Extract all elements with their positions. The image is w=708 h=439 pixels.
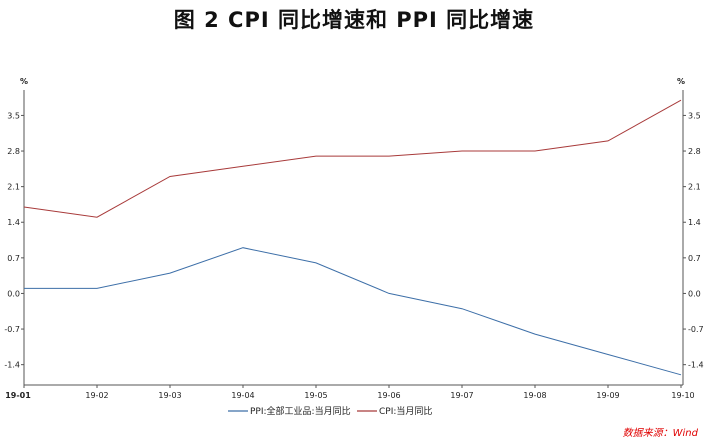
y-tick-label-right: 0.7 (688, 254, 701, 263)
x-tick-label: 19-07 (450, 391, 473, 400)
y-tick-label-left: 3.5 (7, 111, 20, 120)
x-tick-label: 19-04 (231, 391, 254, 400)
data-source: 数据来源：Wind (622, 428, 698, 439)
x-tick-label: 19-03 (158, 391, 181, 400)
y-tick-label-right: 3.5 (688, 111, 701, 120)
axes: % % -1.4 -1.4 -0.7 -0.7 0.0 0.0 0.7 0.7 1.4 1.4 2.1 2… (4, 77, 703, 400)
cpi-series-line (23, 99, 682, 218)
y-tick-label-left: 0.0 (7, 289, 20, 298)
x-tick-label: 19-08 (523, 391, 546, 400)
x-tick-label: 19-10 (671, 391, 694, 400)
x-tick-label: 19-02 (85, 391, 108, 400)
y-tick-label-right: 0.0 (688, 289, 701, 298)
legend-ppi-label: PPI:全部工业品:当月同比 (250, 405, 351, 417)
y-tick-label-right: 2.8 (688, 147, 701, 156)
y-tick-label-right: -1.4 (688, 361, 704, 370)
y-tick-label-left: 2.8 (7, 147, 20, 156)
chart-title: 图 2 CPI 同比增速和 PPI 同比增速 (173, 8, 535, 32)
y-tick-label-right: 1.4 (688, 218, 701, 227)
y-tick-label-left: 0.7 (7, 254, 20, 263)
x-tick-label: 19-01 (5, 391, 31, 400)
y-tick-label-left: -1.4 (4, 361, 20, 370)
x-tick-label: 19-06 (377, 391, 400, 400)
y-tick-label-left: 2.1 (7, 183, 20, 192)
y-unit-right: % (677, 77, 685, 86)
y-tick-label-right: -0.7 (688, 325, 704, 334)
x-tick-label: 19-05 (304, 391, 327, 400)
y-unit-left: % (20, 77, 28, 86)
series-lines (23, 99, 682, 376)
ppi-series-line (24, 247, 682, 376)
legend: PPI:全部工业品:当月同比 CPI:当月同比 (228, 405, 432, 417)
legend-cpi-label: CPI:当月同比 (379, 405, 432, 417)
y-tick-label-left: -0.7 (4, 325, 20, 334)
x-tick-label: 19-09 (596, 391, 619, 400)
y-tick-label-left: 1.4 (7, 218, 20, 227)
y-tick-label-right: 2.1 (688, 183, 701, 192)
